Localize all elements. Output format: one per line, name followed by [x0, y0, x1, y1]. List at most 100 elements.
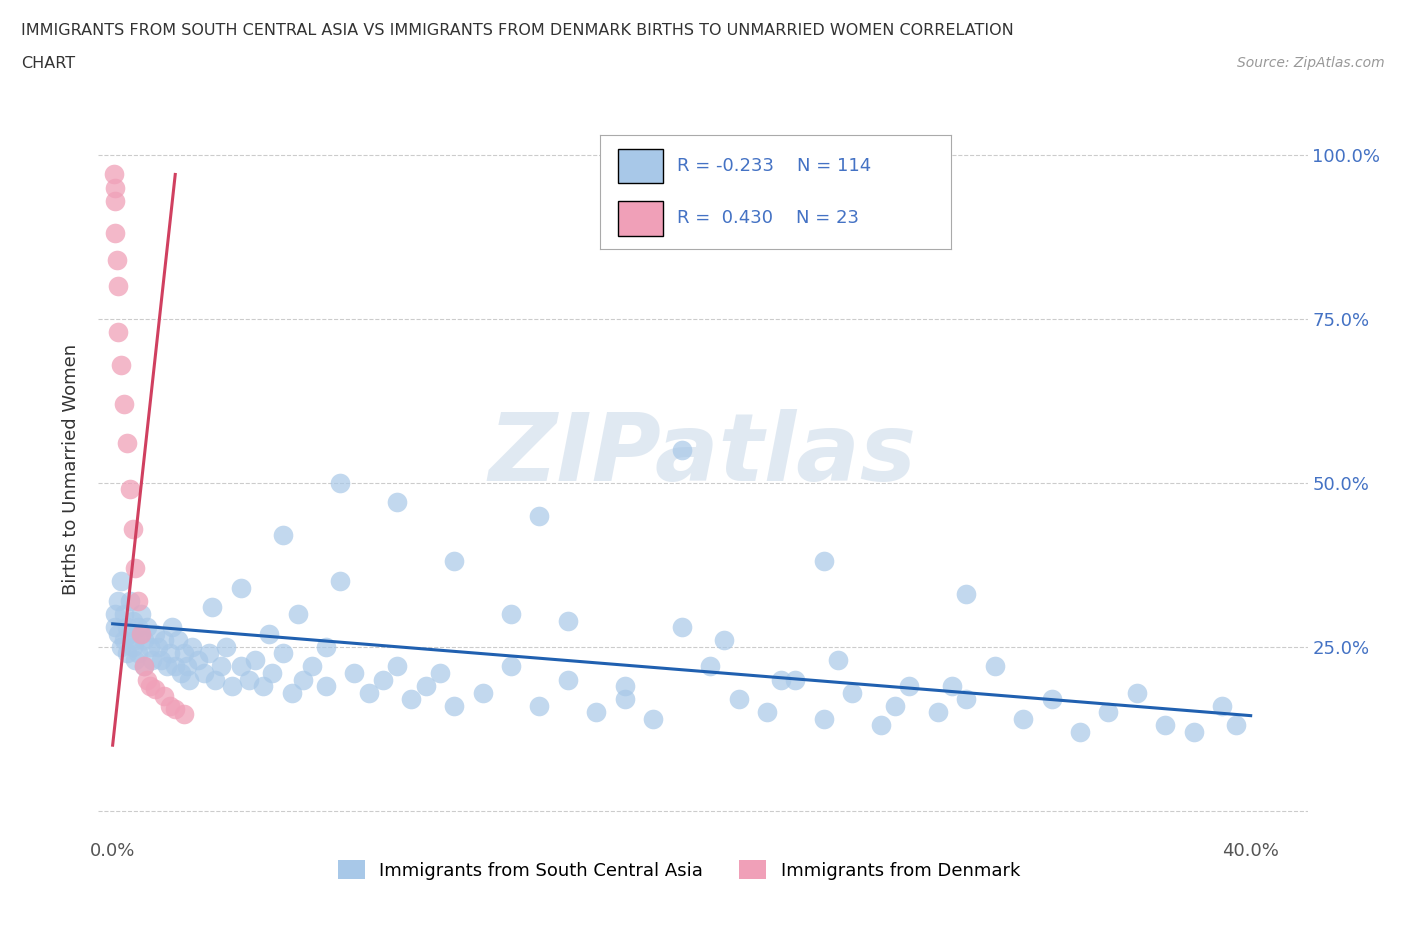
Point: [898, 679, 921, 694]
Point: [121, 521, 143, 536]
Point: [107, 593, 129, 608]
Point: [252, 679, 274, 694]
Point: [273, 528, 295, 543]
Point: [260, 666, 283, 681]
Point: [827, 653, 849, 668]
Point: [499, 606, 522, 621]
Point: [150, 653, 173, 668]
Point: [443, 554, 465, 569]
Point: [107, 626, 129, 641]
Point: [557, 613, 579, 628]
Point: [770, 672, 793, 687]
Point: [146, 639, 169, 654]
Point: [401, 692, 423, 707]
Point: [118, 482, 141, 497]
Point: [118, 593, 141, 608]
Point: [181, 639, 204, 654]
Point: [273, 646, 295, 661]
Point: [135, 619, 157, 634]
Point: [107, 279, 129, 294]
Point: [221, 679, 243, 694]
Point: [173, 646, 195, 661]
Point: [129, 626, 152, 641]
Point: [343, 666, 366, 681]
Point: [813, 711, 835, 726]
Point: [132, 659, 155, 674]
Point: [143, 682, 166, 697]
Point: [127, 619, 149, 634]
Point: [1154, 718, 1177, 733]
Point: [121, 613, 143, 628]
Point: [124, 632, 146, 647]
Point: [187, 653, 209, 668]
Point: [1040, 692, 1063, 707]
Point: [165, 701, 187, 716]
Point: [385, 659, 408, 674]
Point: [529, 698, 551, 713]
Point: [557, 672, 579, 687]
Point: [143, 626, 166, 641]
Point: [529, 508, 551, 523]
Point: [167, 632, 190, 647]
Point: [301, 659, 323, 674]
Point: [173, 706, 195, 721]
Point: [329, 574, 352, 589]
Point: [257, 626, 280, 641]
Point: [315, 639, 337, 654]
Point: [499, 659, 522, 674]
Point: [132, 632, 155, 647]
Text: Source: ZipAtlas.com: Source: ZipAtlas.com: [1237, 56, 1385, 70]
Point: [132, 659, 155, 674]
Point: [429, 666, 451, 681]
Point: [112, 606, 135, 621]
Point: [229, 580, 252, 595]
Point: [243, 653, 266, 668]
Point: [281, 685, 304, 700]
Point: [613, 692, 636, 707]
Text: IMMIGRANTS FROM SOUTH CENTRAL ASIA VS IMMIGRANTS FROM DENMARK BIRTHS TO UNMARRIE: IMMIGRANTS FROM SOUTH CENTRAL ASIA VS IM…: [21, 23, 1014, 38]
Point: [613, 679, 636, 694]
Point: [110, 357, 132, 372]
Point: [713, 632, 735, 647]
Point: [138, 639, 160, 654]
Point: [415, 679, 437, 694]
Point: [112, 632, 135, 647]
Point: [229, 659, 252, 674]
Point: [585, 705, 607, 720]
Point: [115, 646, 138, 661]
Point: [138, 679, 160, 694]
Point: [127, 646, 149, 661]
Point: [124, 653, 146, 668]
Legend: Immigrants from South Central Asia, Immigrants from Denmark: Immigrants from South Central Asia, Immi…: [330, 853, 1028, 886]
Point: [104, 619, 127, 634]
Point: [1126, 685, 1149, 700]
Point: [118, 626, 141, 641]
Point: [110, 574, 132, 589]
Point: [209, 659, 232, 674]
Point: [643, 711, 665, 726]
Point: [193, 666, 215, 681]
Point: [110, 639, 132, 654]
Point: [941, 679, 963, 694]
Point: [129, 606, 152, 621]
Point: [165, 659, 187, 674]
Point: [115, 436, 138, 451]
Point: [315, 679, 337, 694]
Point: [201, 600, 224, 615]
Point: [215, 639, 238, 654]
Point: [955, 587, 977, 602]
Point: [176, 659, 198, 674]
Point: [1069, 724, 1091, 739]
Point: [104, 180, 127, 195]
Text: CHART: CHART: [21, 56, 75, 71]
Point: [287, 606, 309, 621]
Point: [121, 639, 143, 654]
Point: [105, 252, 128, 267]
Point: [292, 672, 315, 687]
Point: [329, 475, 352, 490]
Point: [443, 698, 465, 713]
Point: [785, 672, 807, 687]
Point: [869, 718, 891, 733]
Point: [104, 193, 127, 208]
Point: [107, 325, 129, 339]
